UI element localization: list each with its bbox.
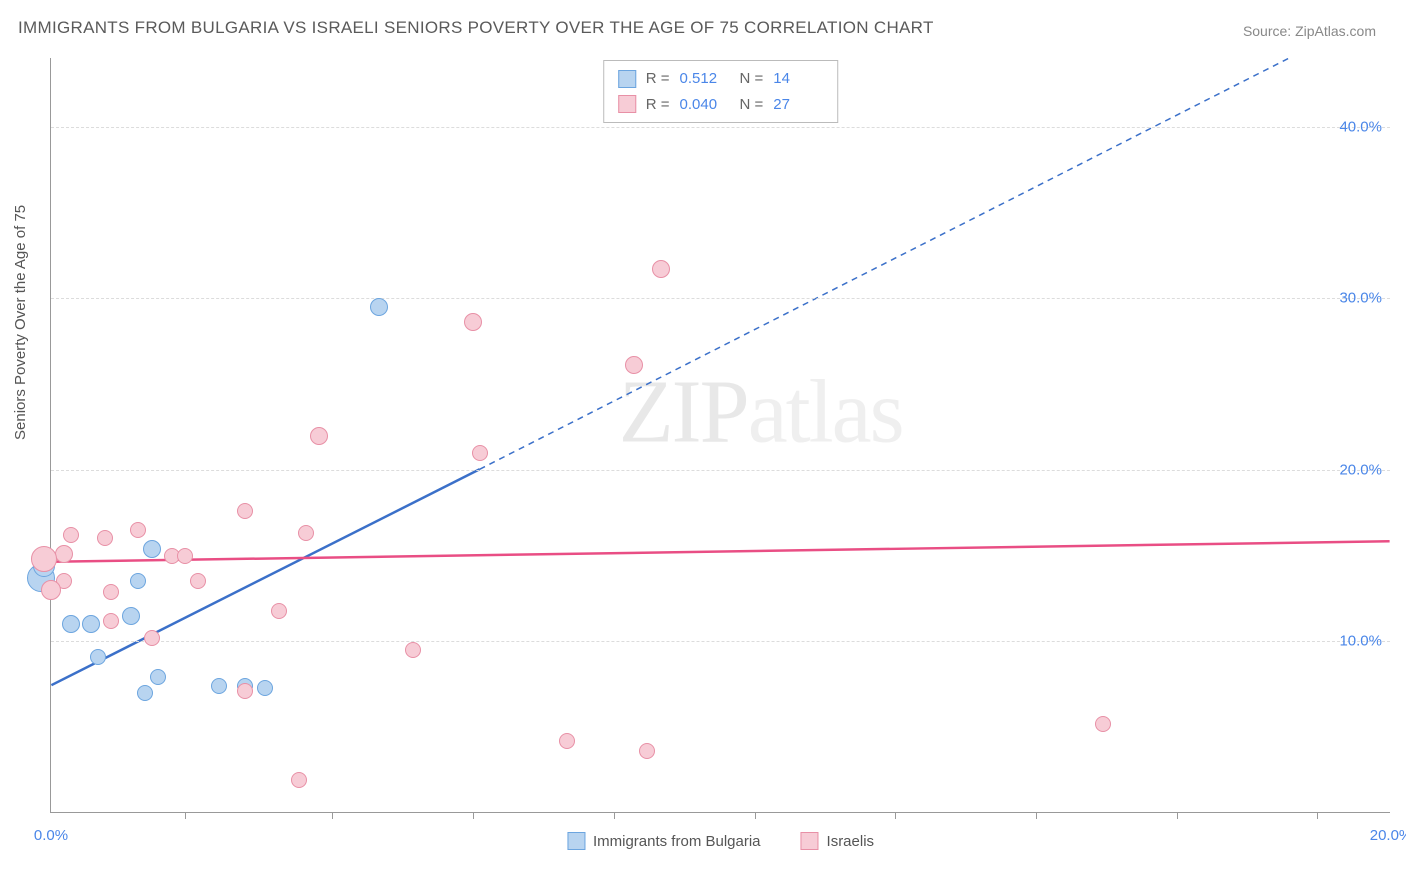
data-point-bulgaria — [130, 573, 146, 589]
x-tick — [895, 812, 896, 819]
data-point-israelis — [1095, 716, 1111, 732]
chart-svg — [51, 58, 1390, 812]
legend-swatch-bulgaria — [567, 832, 585, 850]
data-point-israelis — [271, 603, 287, 619]
legend-label: Israelis — [827, 833, 875, 850]
data-point-israelis — [291, 772, 307, 788]
data-point-bulgaria — [62, 615, 80, 633]
data-point-israelis — [103, 584, 119, 600]
data-point-bulgaria — [82, 615, 100, 633]
source-attribution: Source: ZipAtlas.com — [1243, 23, 1376, 39]
data-point-israelis — [130, 522, 146, 538]
data-point-bulgaria — [143, 540, 161, 558]
data-point-bulgaria — [370, 298, 388, 316]
legend-label: Immigrants from Bulgaria — [593, 833, 761, 850]
data-point-israelis — [41, 580, 61, 600]
data-point-israelis — [177, 548, 193, 564]
x-tick — [473, 812, 474, 819]
x-tick — [1317, 812, 1318, 819]
data-point-israelis — [63, 527, 79, 543]
source-link[interactable]: ZipAtlas.com — [1295, 23, 1376, 39]
legend-r-label: R = — [646, 66, 670, 92]
data-point-israelis — [310, 427, 328, 445]
legend-r-value: 0.512 — [680, 66, 730, 92]
data-point-israelis — [559, 733, 575, 749]
y-tick-label: 40.0% — [1339, 118, 1382, 135]
x-tick — [332, 812, 333, 819]
x-tick — [755, 812, 756, 819]
x-tick-label: 0.0% — [34, 827, 68, 844]
data-point-bulgaria — [90, 649, 106, 665]
watermark: ZIPatlas — [619, 361, 903, 464]
x-tick — [614, 812, 615, 819]
data-point-israelis — [639, 743, 655, 759]
gridline — [51, 641, 1390, 642]
gridline — [51, 298, 1390, 299]
data-point-israelis — [190, 573, 206, 589]
chart-title: IMMIGRANTS FROM BULGARIA VS ISRAELI SENI… — [18, 18, 934, 38]
x-tick — [1177, 812, 1178, 819]
y-axis-label: Seniors Poverty Over the Age of 75 — [12, 205, 29, 440]
legend-swatch-israelis — [618, 95, 636, 113]
legend-n-value: 14 — [773, 66, 823, 92]
data-point-israelis — [55, 545, 73, 563]
data-point-bulgaria — [122, 607, 140, 625]
legend-r-value: 0.040 — [680, 92, 730, 118]
y-tick-label: 20.0% — [1339, 461, 1382, 478]
data-point-israelis — [464, 313, 482, 331]
gridline — [51, 470, 1390, 471]
y-tick-label: 30.0% — [1339, 290, 1382, 307]
data-point-bulgaria — [137, 685, 153, 701]
data-point-israelis — [31, 546, 57, 572]
data-point-israelis — [625, 356, 643, 374]
x-tick — [1036, 812, 1037, 819]
source-label: Source: — [1243, 23, 1291, 39]
x-tick-label: 20.0% — [1370, 827, 1406, 844]
x-tick — [185, 812, 186, 819]
data-point-israelis — [298, 525, 314, 541]
legend-n-label: N = — [740, 92, 764, 118]
legend-item-bulgaria: Immigrants from Bulgaria — [567, 832, 761, 850]
y-tick-label: 10.0% — [1339, 633, 1382, 650]
data-point-bulgaria — [150, 669, 166, 685]
legend-item-israelis: Israelis — [801, 832, 875, 850]
data-point-bulgaria — [257, 680, 273, 696]
data-point-israelis — [652, 260, 670, 278]
legend-r-label: R = — [646, 92, 670, 118]
data-point-israelis — [472, 445, 488, 461]
legend-series: Immigrants from Bulgaria Israelis — [567, 832, 874, 850]
data-point-israelis — [144, 630, 160, 646]
data-point-israelis — [237, 503, 253, 519]
data-point-bulgaria — [211, 678, 227, 694]
legend-stats: R = 0.512 N = 14 R = 0.040 N = 27 — [603, 60, 839, 123]
legend-swatch-israelis — [801, 832, 819, 850]
data-point-israelis — [97, 530, 113, 546]
plot-area: ZIPatlas R =0.512N =14R =0.040N =27 Immi… — [50, 58, 1390, 813]
trendline-israelis — [51, 541, 1389, 562]
legend-n-value: 27 — [773, 92, 823, 118]
data-point-israelis — [237, 683, 253, 699]
data-point-israelis — [103, 613, 119, 629]
trendline-extrapolated-bulgaria — [480, 58, 1290, 469]
data-point-israelis — [405, 642, 421, 658]
legend-swatch-bulgaria — [618, 70, 636, 88]
legend-stats-row: R = 0.040 N = 27 — [618, 92, 824, 118]
legend-n-label: N = — [740, 66, 764, 92]
gridline — [51, 127, 1390, 128]
legend-stats-row: R = 0.512 N = 14 — [618, 66, 824, 92]
